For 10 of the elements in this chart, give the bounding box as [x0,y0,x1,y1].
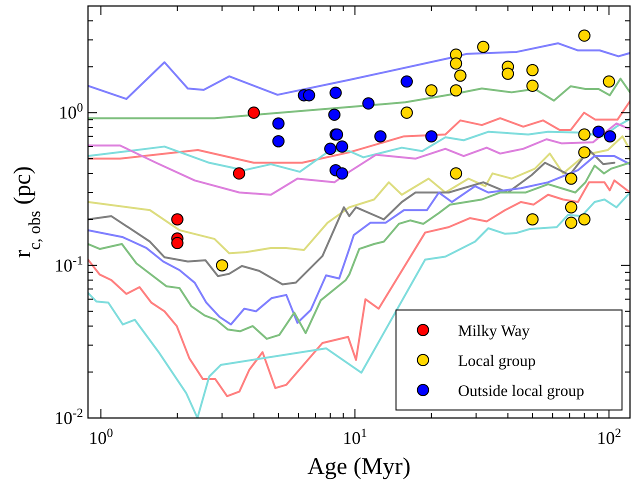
x-tick-label: 10$^{1}$ [342,426,368,448]
y-tick-label: 10$^{-1}$ [54,253,83,276]
x-tick-label: 10$^{2}$ [596,426,622,448]
legend-label: Local group [458,353,536,370]
legend-label: Milky Way [458,323,530,340]
y-tick-label: 10$^{0}$ [58,100,83,123]
x-tick-label: 10$^{0}$ [88,426,114,448]
legend-label: Outside local group [458,383,584,400]
y-tick-label: 10$^{-2}$ [54,406,83,428]
x-axis-title: Age (Myr) [307,454,411,480]
